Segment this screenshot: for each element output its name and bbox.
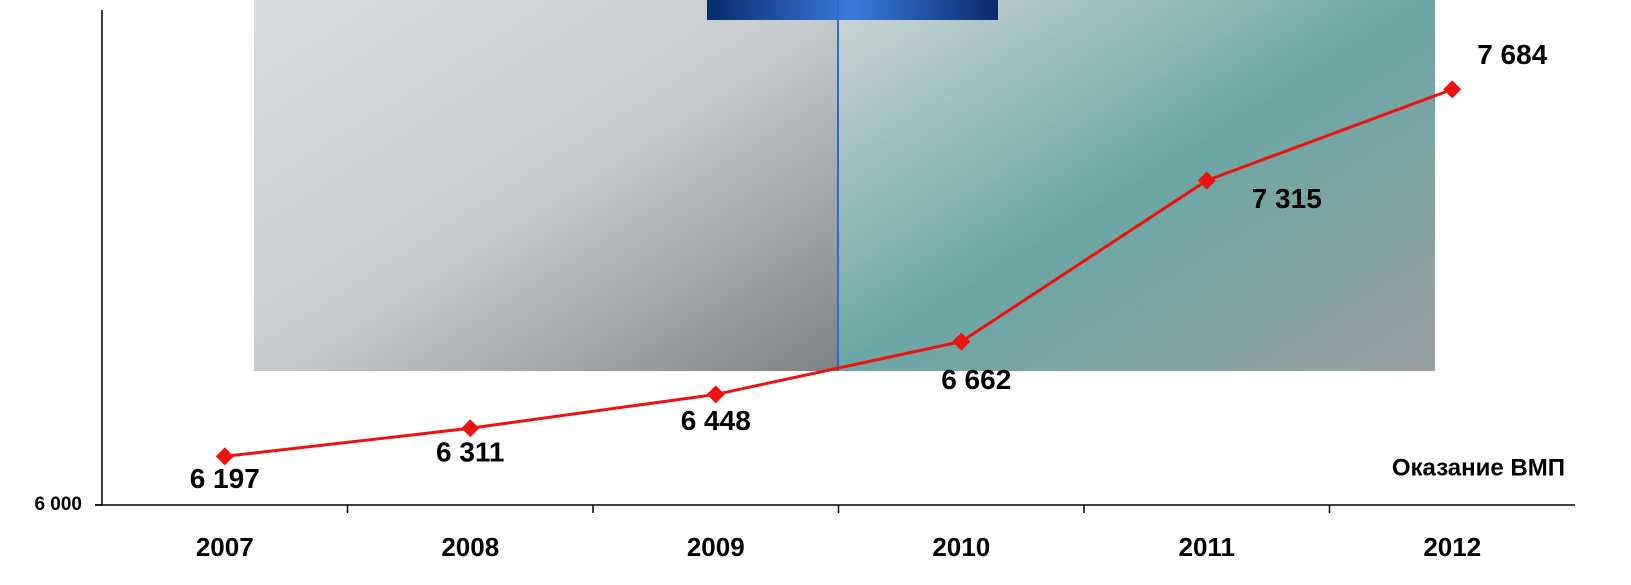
value-label: 6 662 — [941, 364, 1011, 395]
marker — [707, 385, 725, 403]
marker — [461, 419, 479, 437]
photo-angiography — [254, 0, 838, 371]
photo-vessels — [707, 0, 998, 20]
marker — [1443, 80, 1461, 98]
y-tick-label: 6 000 — [34, 494, 82, 515]
legend-label: Оказание ВМП — [1392, 454, 1565, 481]
x-tick-label: 2012 — [1423, 532, 1481, 562]
page: {"chart_data": {"type": "line", "categor… — [0, 0, 1631, 585]
value-label: 7 684 — [1477, 39, 1547, 70]
value-label: 6 197 — [190, 463, 260, 494]
x-tick-label: 2011 — [1179, 532, 1235, 562]
value-label: 6 311 — [436, 437, 505, 468]
x-tick-label: 2008 — [441, 532, 499, 562]
photo-surgery — [838, 0, 1435, 371]
chart: 6 000 2007 2008 2009 2010 2011 2012 6 197 6 311 6… — [0, 0, 1631, 585]
value-label: 6 448 — [681, 405, 751, 436]
x-tick-label: 2010 — [932, 532, 990, 562]
x-tick-label: 2007 — [196, 532, 254, 562]
value-label: 7 315 — [1252, 183, 1322, 214]
x-tick-label: 2009 — [687, 532, 745, 562]
